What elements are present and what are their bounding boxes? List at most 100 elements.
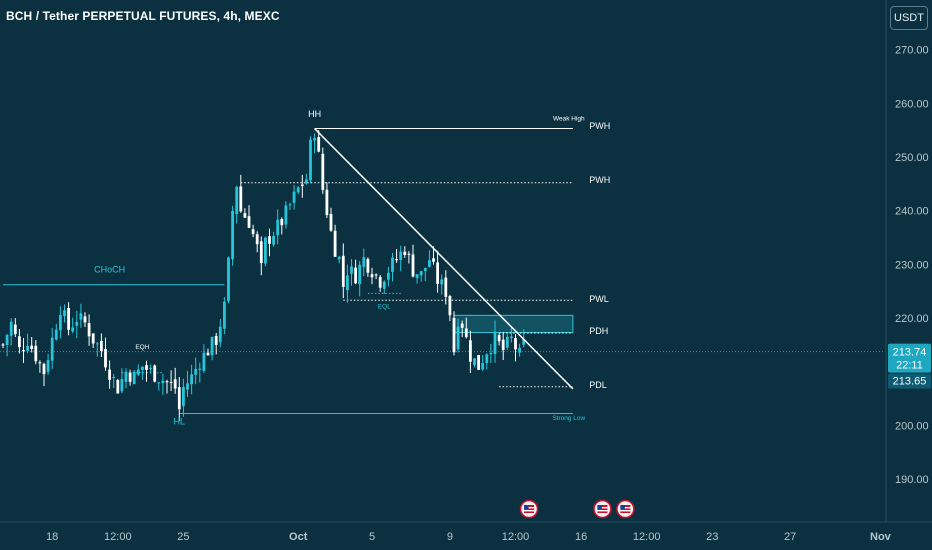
candle-body xyxy=(108,369,111,380)
candle xyxy=(325,182,329,218)
candle-body xyxy=(444,277,448,297)
candle xyxy=(145,360,148,382)
candle-body xyxy=(391,257,394,272)
flag-stripe xyxy=(524,507,535,509)
candle-body xyxy=(9,321,13,336)
candle xyxy=(194,357,198,385)
candle-body xyxy=(354,267,357,284)
candle xyxy=(75,310,79,339)
candle-body xyxy=(46,360,50,372)
candle xyxy=(186,370,189,397)
candle xyxy=(264,236,267,267)
candle xyxy=(305,173,308,185)
candle-body xyxy=(317,137,321,152)
candle xyxy=(227,256,230,304)
candle-body xyxy=(510,336,513,339)
time-axis[interactable]: 18 12:00 25 Oct 5 9 12:00 16 12:00 23 27 Nov xyxy=(0,521,932,543)
price-tag-bg xyxy=(888,343,931,373)
candle-body xyxy=(264,237,267,264)
candle-body xyxy=(79,313,83,320)
levels-layer xyxy=(0,128,885,415)
candle-body xyxy=(378,276,382,288)
time-tick-label: 16 xyxy=(575,531,587,543)
candle-body xyxy=(481,362,485,370)
candle xyxy=(26,333,29,354)
events-layer[interactable] xyxy=(519,499,635,519)
time-tick-label: 5 xyxy=(369,531,375,543)
candle-body xyxy=(83,316,87,323)
candle-body xyxy=(501,339,505,351)
price-tick-label: 200.00 xyxy=(895,420,929,432)
candle xyxy=(120,368,124,394)
candle-body xyxy=(292,191,296,203)
candle-body xyxy=(182,386,185,407)
candle xyxy=(407,251,411,264)
candle-body xyxy=(13,324,17,335)
candle xyxy=(124,368,128,389)
economic-event-flag-icon[interactable] xyxy=(616,499,635,519)
candle-body xyxy=(42,363,46,375)
flag-stripes xyxy=(597,505,608,513)
candle xyxy=(321,147,325,194)
candle xyxy=(456,318,460,353)
candle xyxy=(46,353,50,375)
candle xyxy=(329,207,333,232)
candle-body xyxy=(296,187,300,193)
flag-canton xyxy=(620,505,625,509)
candle-body xyxy=(514,338,517,350)
flag-stripe xyxy=(524,510,535,512)
candle-body xyxy=(460,323,464,328)
candle xyxy=(136,364,140,377)
candle-body xyxy=(428,260,431,267)
candle xyxy=(153,364,157,383)
candle xyxy=(161,373,165,395)
flag-stripe xyxy=(597,510,608,512)
candle-body xyxy=(469,340,472,362)
candle xyxy=(473,358,476,368)
candle-body xyxy=(415,274,419,278)
candle xyxy=(218,318,222,348)
candle-body xyxy=(186,383,189,390)
candle-body xyxy=(75,321,79,326)
candle xyxy=(510,326,513,343)
candle xyxy=(5,334,9,357)
price-axis[interactable]: 270.00 260.00 250.00 240.00 230.00 220.00 200.… xyxy=(885,0,931,522)
candle-body xyxy=(251,229,255,235)
candle-body xyxy=(419,271,423,276)
labels-layer: HH HL CHoCH EQH EQL Weak High Strong Low PWH PWH… xyxy=(94,109,610,427)
economic-event-flag-icon[interactable] xyxy=(593,499,612,519)
secondary-price-bg xyxy=(888,373,931,389)
candle xyxy=(177,377,181,422)
candle-body xyxy=(206,352,210,356)
candle xyxy=(382,280,386,295)
candle xyxy=(59,306,62,339)
candle xyxy=(157,382,161,391)
candle-body xyxy=(276,219,280,236)
candle-body xyxy=(214,335,218,345)
time-tick-label: 12:00 xyxy=(104,531,132,543)
candle xyxy=(514,334,517,362)
currency-button[interactable]: USDT xyxy=(890,6,928,30)
candle-body xyxy=(321,153,325,190)
candle-body xyxy=(448,295,452,316)
candle xyxy=(460,320,464,338)
time-tick-label: 12:00 xyxy=(633,531,661,543)
candle xyxy=(284,201,288,229)
candle-body xyxy=(272,235,275,245)
flag-canton xyxy=(597,505,602,509)
economic-event-flag-icon[interactable] xyxy=(519,499,539,519)
candle-body xyxy=(202,352,206,371)
candle xyxy=(350,259,353,286)
price-tick-label: 250.00 xyxy=(895,152,929,164)
candle-body xyxy=(157,382,161,384)
annotation-label: PWH xyxy=(589,175,610,185)
annotation-label: HL xyxy=(174,416,186,426)
candle-body xyxy=(477,355,480,370)
candle-body xyxy=(22,350,25,352)
price-tick-label: 240.00 xyxy=(895,206,929,218)
candle xyxy=(395,249,398,263)
candle xyxy=(489,343,493,363)
candles-layer xyxy=(1,130,526,422)
annotation-label: Strong Low xyxy=(552,415,585,422)
